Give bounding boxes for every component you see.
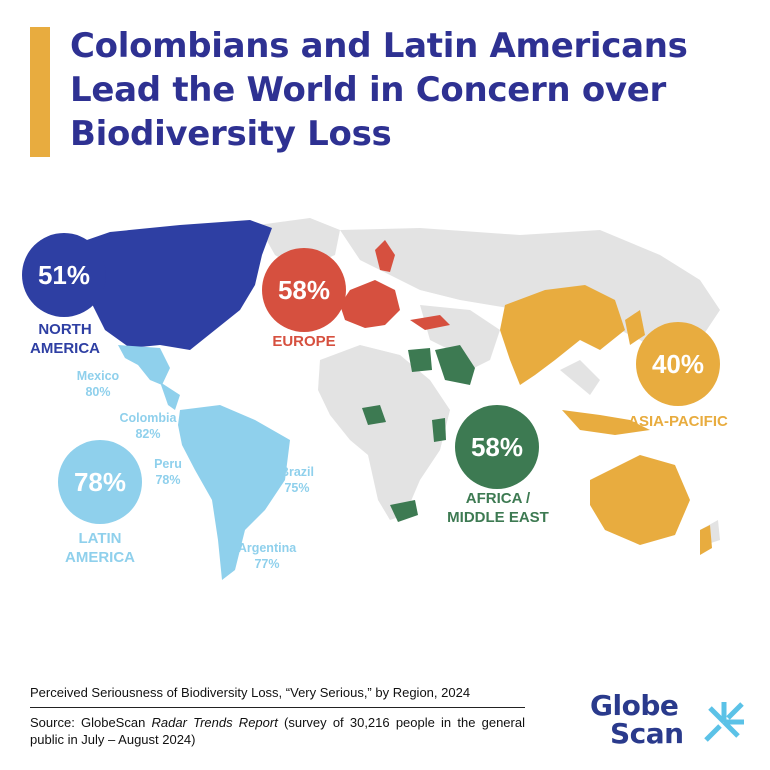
latin-america-label-line2: AMERICA: [65, 549, 135, 566]
north-america-label: NORTH AMERICA: [10, 320, 120, 358]
region-shape-europe: [340, 240, 450, 330]
africa-middle-east-label-line1: AFRICA /: [465, 490, 531, 507]
country-value: 78%: [155, 473, 181, 487]
africa-middle-east-value-bubble: 58%: [455, 405, 539, 489]
country-label-peru: Peru 78%: [133, 456, 203, 488]
country-value: 80%: [85, 385, 111, 399]
country-name: Argentina: [237, 541, 297, 555]
country-name: Colombia: [119, 411, 177, 425]
world-map: [50, 218, 720, 580]
europe-value-bubble: 58%: [262, 248, 346, 332]
source-report-name: Radar Trends Report: [151, 715, 278, 730]
page-title: Colombians and Latin Americans Lead the …: [70, 26, 688, 154]
source-note: Source: GlobeScan Radar Trends Report (s…: [30, 714, 525, 748]
africa-middle-east-label: AFRICA / MIDDLE EAST: [428, 489, 568, 527]
logo-rays-icon: [704, 702, 744, 742]
asia-pacific-label: ASIA-PACIFIC: [628, 413, 728, 430]
country-value: 82%: [135, 427, 161, 441]
region-shape-africa-middle-east: [362, 345, 475, 522]
logo-line2: Scan: [610, 717, 684, 750]
north-america-label-line1: NORTH: [38, 321, 92, 338]
country-value: 77%: [254, 557, 280, 571]
country-name: Brazil: [279, 465, 315, 479]
country-name: Peru: [154, 457, 182, 471]
country-label-mexico: Mexico 80%: [58, 368, 138, 400]
title-accent-bar: [30, 27, 50, 157]
country-name: Mexico: [76, 369, 120, 383]
country-label-colombia: Colombia 82%: [108, 410, 188, 442]
chart-subtitle: Perceived Seriousness of Biodiversity Lo…: [30, 685, 471, 700]
caption-block: Perceived Seriousness of Biodiversity Lo…: [30, 685, 525, 748]
country-label-brazil: Brazil 75%: [262, 464, 332, 496]
logo-line1: Globe: [590, 689, 679, 722]
logo-wordmark: Globe Scan: [590, 692, 755, 748]
country-value: 75%: [284, 481, 310, 495]
source-prefix: Source: GlobeScan: [30, 715, 152, 730]
caption-divider: [30, 707, 525, 708]
latin-america-label: LATIN AMERICA: [45, 529, 155, 567]
latin-america-label-line1: LATIN: [78, 530, 122, 547]
region-shape-north-america: [50, 220, 272, 350]
latin-america-value-bubble: 78%: [58, 440, 142, 524]
region-shape-latin-america: [118, 345, 290, 580]
north-america-label-line2: AMERICA: [30, 340, 100, 357]
africa-middle-east-label-line2: MIDDLE EAST: [447, 509, 549, 526]
region-shape-asia-pacific: [500, 285, 712, 555]
globescan-logo: Globe Scan: [590, 692, 755, 752]
asia-pacific-value-bubble: 40%: [636, 322, 720, 406]
europe-label: EUROPE: [272, 333, 336, 350]
country-label-argentina: Argentina 77%: [222, 540, 312, 572]
north-america-value-bubble: 51%: [22, 233, 106, 317]
map-land-background: [258, 218, 720, 545]
source-suffix: (survey of 30,216 people in the general …: [30, 715, 525, 747]
